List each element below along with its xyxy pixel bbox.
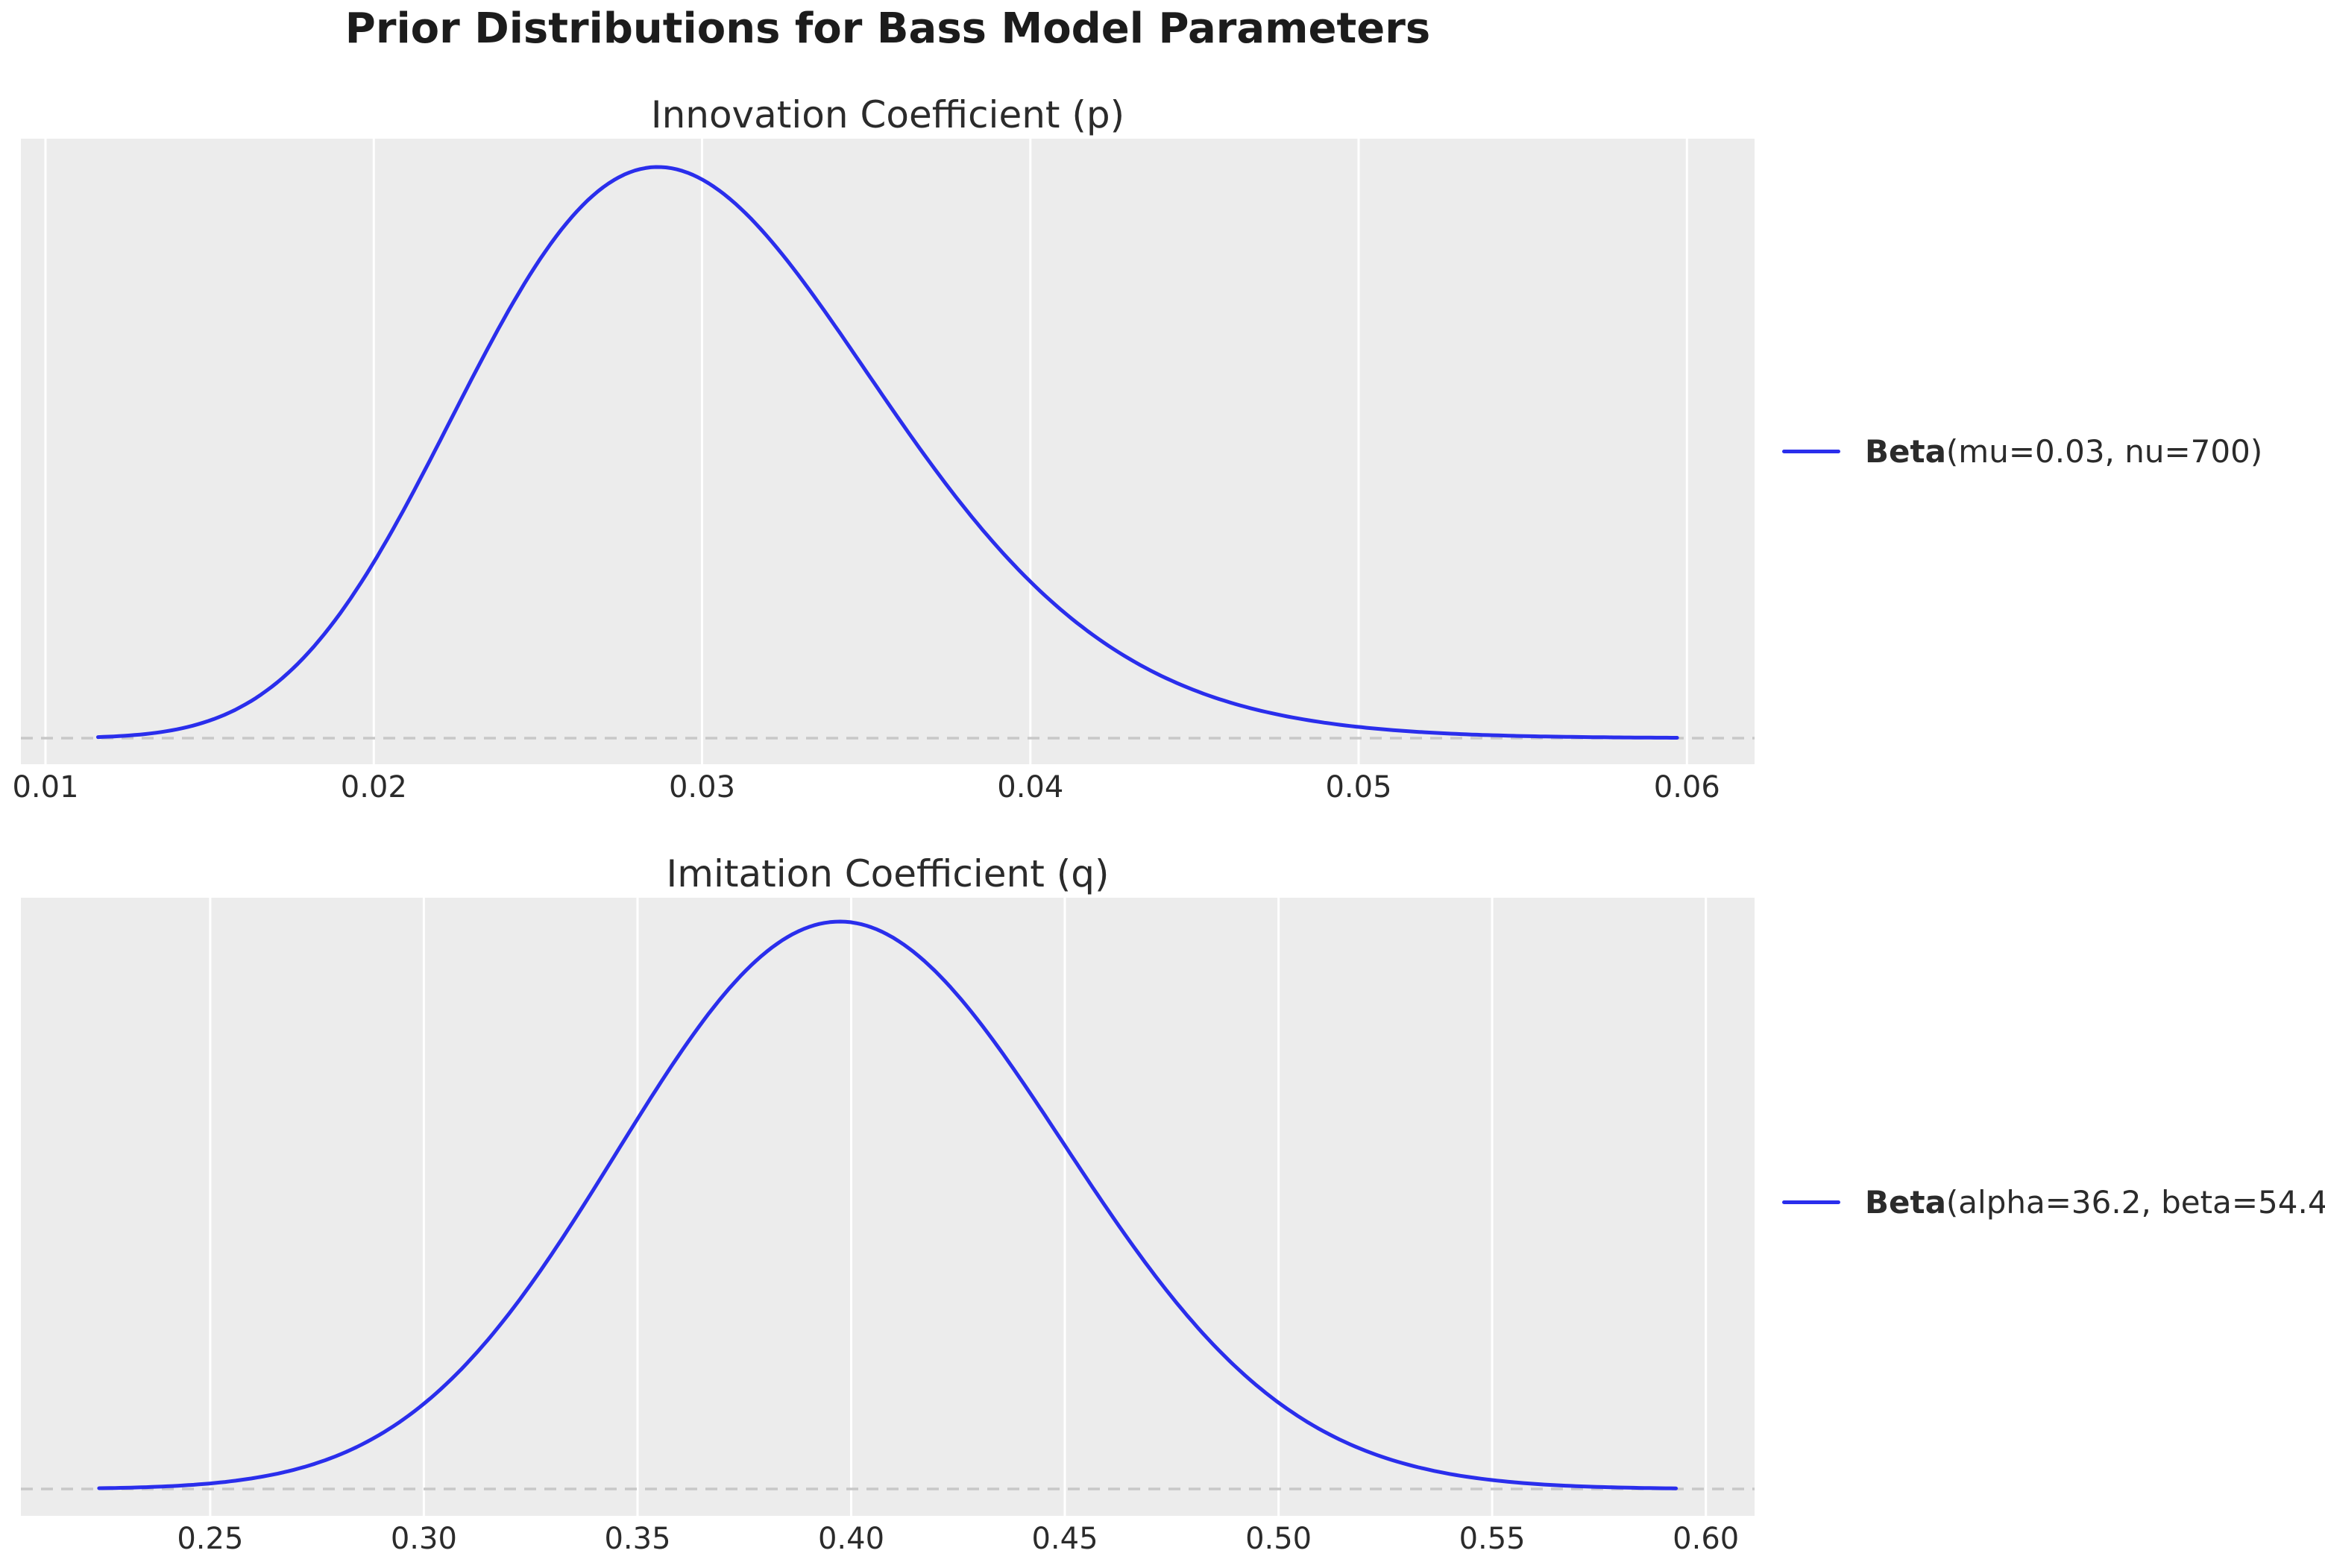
x-tick-label: 0.45: [1031, 1522, 1098, 1556]
x-tick-label: 0.30: [390, 1522, 457, 1556]
legend-label-innovation: Beta(mu=0.03, nu=700): [1865, 433, 2262, 470]
x-tick-label: 0.03: [668, 770, 736, 805]
legend-line-sample-innovation: [1782, 449, 1840, 453]
legend-distribution-params-innovation: (mu=0.03, nu=700): [1945, 432, 2263, 470]
x-tick-label: 0.60: [1673, 1522, 1740, 1556]
x-tick-label: 0.25: [177, 1522, 244, 1556]
x-tick-label: 0.40: [817, 1522, 885, 1556]
axes-title-innovation: Innovation Coefficient (p): [650, 93, 1125, 136]
legend-line-sample-imitation: [1782, 1200, 1840, 1204]
x-tick-label: 0.50: [1245, 1522, 1312, 1556]
x-axis-ticks-imitation: 0.25 0.30 0.35 0.40 0.45 0.50 0.55 0.60: [21, 1521, 1755, 1557]
x-tick-label: 0.01: [12, 770, 79, 805]
x-tick-label: 0.05: [1325, 770, 1392, 805]
legend-distribution-name-imitation: Beta: [1865, 1183, 1946, 1221]
legend-distribution-name-innovation: Beta: [1865, 432, 1946, 470]
pdf-curve: [96, 165, 1679, 740]
density-plot-innovation: [21, 139, 1755, 764]
pdf-curve: [97, 919, 1679, 1490]
figure-title: Prior Distributions for Bass Model Param…: [344, 4, 1431, 53]
x-tick-label: 0.55: [1459, 1522, 1526, 1556]
legend-innovation: Beta(mu=0.03, nu=700): [1782, 429, 2262, 473]
density-plot-imitation: [21, 898, 1755, 1516]
axes-imitation: [21, 898, 1755, 1516]
x-tick-label: 0.35: [604, 1522, 671, 1556]
legend-label-imitation: Beta(alpha=36.2, beta=54.4): [1865, 1184, 2325, 1221]
legend-imitation: Beta(alpha=36.2, beta=54.4): [1782, 1180, 2325, 1224]
x-tick-label: 0.06: [1653, 770, 1720, 805]
x-tick-label: 0.04: [997, 770, 1064, 805]
x-tick-label: 0.02: [340, 770, 407, 805]
axes-innovation: [21, 139, 1755, 764]
legend-distribution-params-imitation: (alpha=36.2, beta=54.4): [1945, 1183, 2325, 1221]
axes-title-imitation: Imitation Coefficient (q): [666, 852, 1110, 895]
x-axis-ticks-innovation: 0.01 0.02 0.03 0.04 0.05 0.06: [12, 769, 1755, 805]
